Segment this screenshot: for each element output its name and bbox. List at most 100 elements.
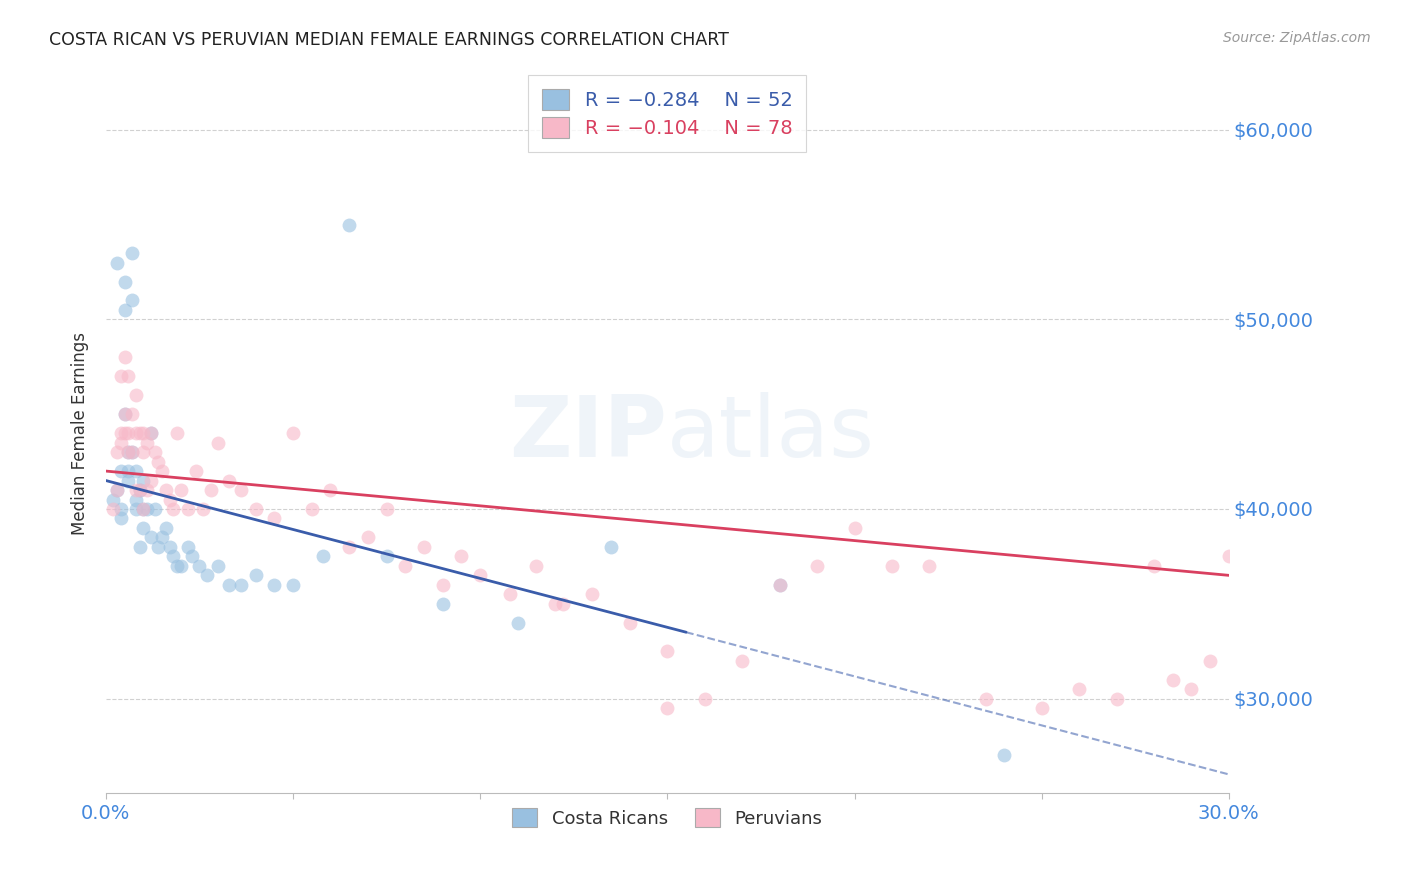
Point <box>581 587 603 601</box>
Point <box>170 483 193 497</box>
Point <box>693 691 716 706</box>
Point <box>844 521 866 535</box>
Point <box>117 369 139 384</box>
Point <box>132 445 155 459</box>
Point <box>544 597 567 611</box>
Point <box>993 748 1015 763</box>
Point <box>195 568 218 582</box>
Point <box>1031 701 1053 715</box>
Point <box>188 558 211 573</box>
Point <box>806 558 828 573</box>
Point <box>159 492 181 507</box>
Point <box>337 540 360 554</box>
Point <box>121 445 143 459</box>
Point <box>139 474 162 488</box>
Point <box>155 483 177 497</box>
Point <box>132 474 155 488</box>
Point <box>110 511 132 525</box>
Point <box>110 369 132 384</box>
Point <box>1218 549 1240 564</box>
Point <box>263 511 285 525</box>
Point <box>470 568 492 582</box>
Point <box>162 502 184 516</box>
Point <box>150 530 173 544</box>
Point <box>1067 682 1090 697</box>
Point <box>125 492 148 507</box>
Point <box>125 502 148 516</box>
Point <box>200 483 222 497</box>
Point <box>162 549 184 564</box>
Point <box>128 483 150 497</box>
Point <box>121 445 143 459</box>
Point <box>263 578 285 592</box>
Point <box>1180 682 1202 697</box>
Point <box>450 549 472 564</box>
Point <box>117 426 139 441</box>
Text: Source: ZipAtlas.com: Source: ZipAtlas.com <box>1223 31 1371 45</box>
Point <box>524 558 547 573</box>
Point <box>357 530 380 544</box>
Point <box>245 568 267 582</box>
Point <box>281 578 304 592</box>
Point <box>148 454 170 468</box>
Point <box>103 492 125 507</box>
Point <box>337 218 360 232</box>
Text: atlas: atlas <box>668 392 876 475</box>
Point <box>117 474 139 488</box>
Point <box>125 483 148 497</box>
Point <box>128 483 150 497</box>
Point <box>207 558 229 573</box>
Point <box>136 502 159 516</box>
Point <box>1161 673 1184 687</box>
Point <box>103 502 125 516</box>
Point <box>110 435 132 450</box>
Point <box>143 445 166 459</box>
Point <box>499 587 522 601</box>
Point <box>657 701 679 715</box>
Point <box>731 654 754 668</box>
Point <box>132 502 155 516</box>
Point <box>177 502 200 516</box>
Point <box>880 558 903 573</box>
Point <box>184 464 207 478</box>
Point <box>166 426 188 441</box>
Point <box>551 597 574 611</box>
Point <box>148 540 170 554</box>
Point <box>170 558 193 573</box>
Text: COSTA RICAN VS PERUVIAN MEDIAN FEMALE EARNINGS CORRELATION CHART: COSTA RICAN VS PERUVIAN MEDIAN FEMALE EA… <box>49 31 730 49</box>
Point <box>114 426 136 441</box>
Point <box>394 558 416 573</box>
Point <box>121 293 143 308</box>
Point <box>619 615 641 630</box>
Point <box>117 464 139 478</box>
Point <box>132 502 155 516</box>
Point <box>281 426 304 441</box>
Point <box>121 407 143 421</box>
Legend: Costa Ricans, Peruvians: Costa Ricans, Peruvians <box>505 800 830 835</box>
Point <box>139 530 162 544</box>
Point <box>432 578 454 592</box>
Point <box>319 483 342 497</box>
Y-axis label: Median Female Earnings: Median Female Earnings <box>72 332 89 534</box>
Point <box>193 502 215 516</box>
Point <box>974 691 997 706</box>
Point <box>159 540 181 554</box>
Point <box>105 445 128 459</box>
Point <box>125 426 148 441</box>
Point <box>136 435 159 450</box>
Point <box>207 435 229 450</box>
Point <box>229 483 252 497</box>
Point <box>105 483 128 497</box>
Point <box>769 578 792 592</box>
Point <box>918 558 941 573</box>
Point <box>375 502 398 516</box>
Point <box>117 445 139 459</box>
Point <box>114 302 136 317</box>
Point <box>506 615 529 630</box>
Point <box>105 255 128 269</box>
Point <box>110 426 132 441</box>
Point <box>139 426 162 441</box>
Point <box>375 549 398 564</box>
Point <box>218 578 240 592</box>
Point <box>110 464 132 478</box>
